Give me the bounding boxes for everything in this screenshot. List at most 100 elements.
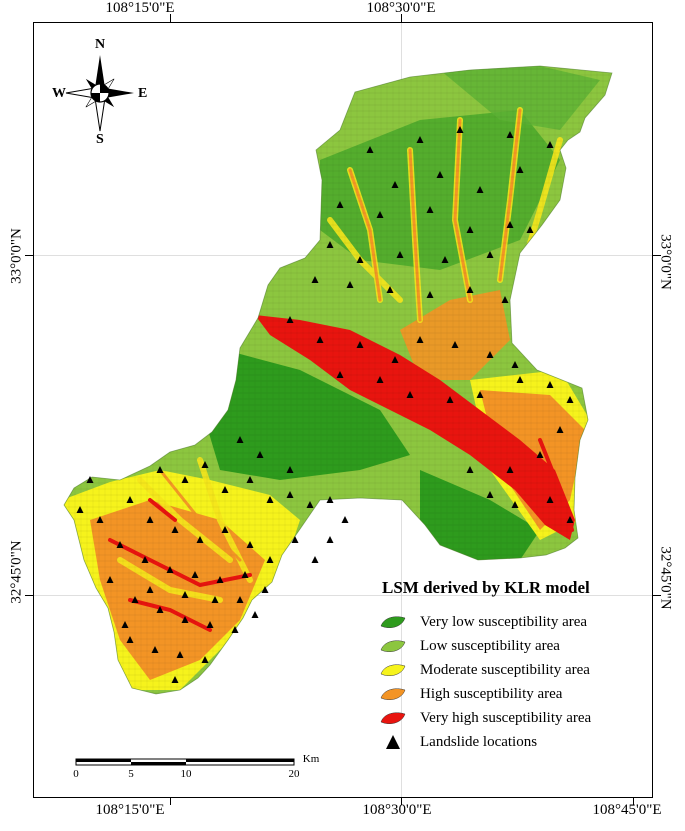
landslide-marker <box>451 341 459 348</box>
landslide-marker <box>241 571 249 578</box>
landslide-marker <box>391 356 399 363</box>
landslide-marker <box>441 256 449 263</box>
landslide-marker <box>476 186 484 193</box>
landslide-marker <box>536 451 544 458</box>
compass-east-label: E <box>138 86 148 101</box>
landslide-marker <box>171 526 179 533</box>
tick <box>633 797 634 805</box>
legend-item: Low susceptibility area <box>378 634 640 658</box>
landslide-marker <box>256 451 264 458</box>
landslide-marker <box>196 536 204 543</box>
landslide-marker <box>206 621 214 628</box>
landslide-marker <box>311 276 319 283</box>
landslide-marker <box>286 466 294 473</box>
landslide-marker <box>211 596 219 603</box>
landslide-marker <box>546 141 554 148</box>
map-frame <box>33 22 653 798</box>
landslide-marker <box>326 496 334 503</box>
legend-swatch <box>380 664 406 676</box>
landslide-marker <box>221 526 229 533</box>
landslide-marker <box>506 466 514 473</box>
landslide-marker <box>251 611 259 618</box>
landslide-marker <box>146 586 154 593</box>
landslide-marker <box>501 296 509 303</box>
landslide-marker <box>176 651 184 658</box>
landslide-marker <box>506 131 514 138</box>
tick <box>25 255 33 256</box>
landslide-marker <box>416 136 424 143</box>
map-legend: LSM derived by KLR model Very low suscep… <box>378 578 640 754</box>
landslide-triangle-icon <box>386 735 400 749</box>
legend-label: Very high susceptibility area <box>420 709 592 726</box>
legend-swatch <box>380 712 406 724</box>
tick <box>653 595 661 596</box>
landslide-marker <box>391 181 399 188</box>
landslide-marker <box>356 256 364 263</box>
lon-label-bottom: 108°15'0"E <box>95 802 165 818</box>
legend-item: Very low susceptibility area <box>378 610 640 634</box>
landslide-marker <box>236 596 244 603</box>
legend-label: High susceptibility area <box>420 685 563 702</box>
landslide-marker <box>341 516 349 523</box>
compass-north-label: N <box>95 37 106 52</box>
tick <box>170 14 171 23</box>
scale-label: 0 <box>73 768 79 780</box>
landslide-marker <box>436 171 444 178</box>
landslide-marker <box>566 396 574 403</box>
landslide-marker <box>336 371 344 378</box>
landslide-marker <box>151 646 159 653</box>
legend-label: Landslide locations <box>420 733 538 750</box>
legend-item: Moderate susceptibility area <box>378 658 640 682</box>
landslide-marker <box>181 476 189 483</box>
landslide-marker <box>416 336 424 343</box>
lon-label-top: 108°30'0"E <box>366 0 436 16</box>
landslide-marker <box>456 126 464 133</box>
landslide-marker <box>76 506 84 513</box>
landslide-marker <box>171 676 179 683</box>
north-arrow: N S E W <box>52 37 152 150</box>
legend-label: Low susceptibility area <box>420 637 560 654</box>
lon-label-bottom: 108°30'0"E <box>362 802 432 818</box>
landslide-marker <box>486 351 494 358</box>
legend-title: LSM derived by KLR model <box>382 578 590 597</box>
landslide-marker <box>106 576 114 583</box>
landslide-marker <box>516 376 524 383</box>
landslide-marker <box>146 516 154 523</box>
landslide-marker <box>201 461 209 468</box>
landslide-marker <box>156 466 164 473</box>
scale-label: 5 <box>128 768 134 780</box>
landslide-marker <box>346 281 354 288</box>
landslide-marker <box>506 221 514 228</box>
landslide-marker <box>116 541 124 548</box>
landslide-marker <box>326 241 334 248</box>
legend-swatch <box>380 616 406 628</box>
landslide-marker <box>476 391 484 398</box>
landslide-marker <box>546 381 554 388</box>
landslide-marker <box>181 591 189 598</box>
scale-label: 10 <box>180 768 192 780</box>
landslide-marker <box>466 226 474 233</box>
landslide-marker <box>286 316 294 323</box>
landslide-marker <box>336 201 344 208</box>
landslide-marker <box>221 486 229 493</box>
scale-unit: Km <box>302 753 320 765</box>
landslide-marker <box>486 251 494 258</box>
landslide-marker <box>236 436 244 443</box>
compass-south-label: S <box>96 132 104 147</box>
tick <box>401 797 402 805</box>
landslide-marker <box>311 556 319 563</box>
landslide-marker <box>121 621 129 628</box>
landslide-marker <box>86 476 94 483</box>
landslide-marker <box>376 211 384 218</box>
landslide-marker <box>181 616 189 623</box>
landslide-marker <box>326 536 334 543</box>
landslide-marker <box>556 426 564 433</box>
landslide-marker <box>446 396 454 403</box>
tick <box>653 255 661 256</box>
landslide-marker <box>166 566 174 573</box>
landslide-marker <box>366 146 374 153</box>
legend-item: Landslide locations <box>378 730 640 754</box>
legend-swatch <box>380 688 406 700</box>
landslide-marker <box>216 576 224 583</box>
landslide-marker <box>356 341 364 348</box>
